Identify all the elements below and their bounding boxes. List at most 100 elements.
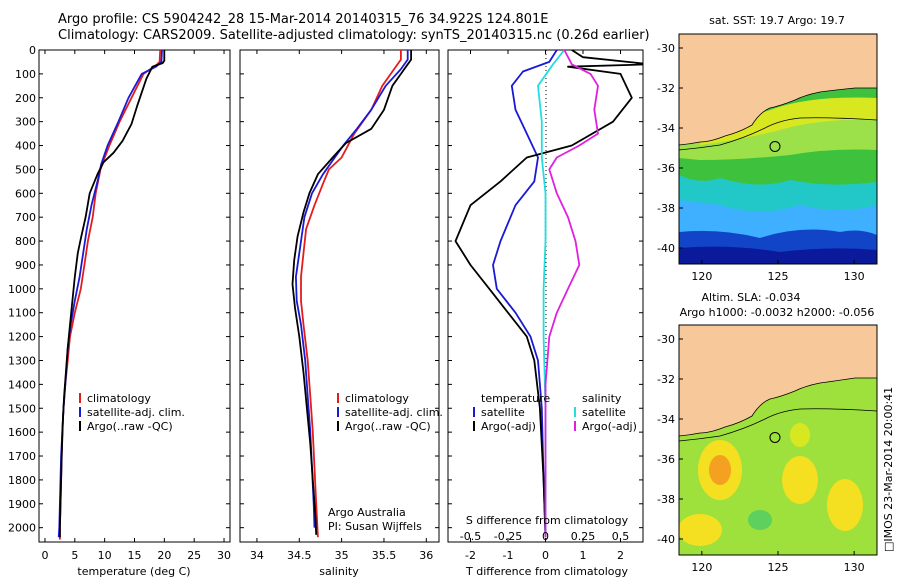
salinity-legend: climatology satellite-adj. clim. Argo(..… (337, 392, 443, 433)
sla-map-title-line1: Altim. SLA: -0.034 (701, 291, 800, 304)
diff-line-s-argo-adj (544, 50, 599, 538)
s-tick-label: -0.25 (494, 530, 522, 543)
imos-timestamp: □IMOS 23-Mar-2014 20:00:41 (882, 387, 895, 552)
sst-isobath (679, 117, 877, 151)
x-tick-label: 10 (98, 549, 112, 562)
sla-map (679, 325, 877, 555)
map-y-tick-label: -32 (657, 82, 675, 95)
s-tick-label: 0.25 (571, 530, 596, 543)
sal-series-group (291, 50, 413, 538)
y-tick-label: 600 (15, 187, 36, 200)
y-tick-label: 1300 (8, 354, 36, 367)
temp-series-group (57, 50, 166, 540)
salinity-axes (239, 49, 440, 543)
sla-map-title-line2: Argo h1000: -0.0032 h2000: -0.056 (680, 306, 875, 319)
y-tick-label: 1500 (8, 402, 36, 415)
legend-label-argo: Argo(..raw -QC) (87, 420, 173, 433)
sla-anomaly-blob (709, 455, 731, 485)
sst-land (679, 34, 877, 145)
temperature-axes (38, 49, 231, 543)
x-tick-label: 0 (41, 549, 48, 562)
s-tick-label: 0.5 (612, 530, 630, 543)
x-tick-label: 34 (250, 549, 264, 562)
map-y-tick-label: -32 (657, 373, 675, 386)
map-y-tick-label: -30 (657, 333, 675, 346)
sla-anomaly-blob (782, 456, 818, 504)
diff-line-t-satellite (492, 50, 558, 538)
map-y-tick-label: -34 (657, 122, 675, 135)
sla-anomaly-blob (827, 479, 863, 531)
sal-line-argo-raw-qc (291, 50, 413, 535)
figure-title-line2: Climatology: CARS2009. Satellite-adjuste… (58, 28, 650, 43)
y-tick-label: 500 (15, 163, 36, 176)
y-tick-label: 700 (15, 211, 36, 224)
legend-title-temperature: temperature (481, 392, 550, 405)
x-tick-label: 35.5 (372, 549, 397, 562)
legend-label-satellite: satellite-adj. clim. (87, 406, 185, 419)
sst-map-title: sat. SST: 19.7 Argo: 19.7 (709, 14, 845, 27)
sst-coldest-band (679, 246, 877, 264)
sst-warm-patch (700, 97, 877, 145)
x-tick-label: 0 (542, 549, 549, 562)
sla-anomaly-blob (679, 514, 722, 546)
sla-land (679, 325, 877, 436)
legend-label-t-argo: Argo(-adj) (481, 420, 536, 433)
y-tick-label: 1000 (8, 283, 36, 296)
y-tick-label: 1100 (8, 307, 36, 320)
sla-coastline (679, 377, 877, 437)
map-y-tick-label: -30 (657, 42, 675, 55)
legend-label-satellite: satellite-adj. clim. (345, 406, 443, 419)
temperature-xlabel: temperature (deg C) (77, 565, 190, 578)
temperature-legend: climatology satellite-adj. clim. Argo(..… (79, 392, 185, 433)
x-tick-label: 30 (217, 549, 231, 562)
y-tick-label: 900 (15, 259, 36, 272)
map-x-tick-label: 125 (768, 270, 789, 283)
x-tick-label: 15 (128, 549, 142, 562)
legend-label-s-argo: Argo(-adj) (582, 420, 637, 433)
difference-legend-salinity: salinity satellite Argo(-adj) (574, 392, 637, 433)
x-tick-label: -2 (465, 549, 476, 562)
y-tick-label: 100 (15, 68, 36, 81)
y-tick-label: 1400 (8, 378, 36, 391)
sst-map (679, 34, 877, 264)
x-tick-label: 20 (157, 549, 171, 562)
y-tick-label: 800 (15, 235, 36, 248)
map-y-tick-label: -38 (657, 202, 675, 215)
temp-line-argo-raw-qc (59, 50, 166, 538)
sla-float-marker (769, 431, 781, 443)
sst-coastline (679, 87, 877, 146)
map-y-tick-label: -38 (657, 493, 675, 506)
y-tick-label: 1900 (8, 498, 36, 511)
y-tick-label: 1800 (8, 474, 36, 487)
legend-label-argo: Argo(..raw -QC) (345, 420, 431, 433)
map-x-tick-label: 130 (844, 270, 865, 283)
s-tick-label: -0.5 (460, 530, 481, 543)
legend-label-climatology: climatology (345, 392, 409, 405)
salinity-xlabel: salinity (319, 565, 359, 578)
legend-label-climatology: climatology (87, 392, 151, 405)
map-y-tick-label: -34 (657, 413, 675, 426)
legend-label-t-satellite: satellite (481, 406, 525, 419)
x-tick-label: -1 (503, 549, 514, 562)
x-tick-label: 25 (187, 549, 201, 562)
x-tick-label: 2 (617, 549, 624, 562)
sst-float-marker (769, 140, 781, 152)
map-x-tick-label: 120 (691, 561, 712, 574)
legend-title-salinity: salinity (582, 392, 622, 405)
difference-xlabel: T difference from climatology (465, 565, 628, 578)
figure-title-line1: Argo profile: CS 5904242_28 15-Mar-2014 … (58, 12, 549, 27)
salinity-annotation-line1: Argo Australia (328, 506, 406, 519)
map-x-tick-label: 120 (691, 270, 712, 283)
y-tick-label: 2000 (8, 522, 36, 535)
sal-line-climatology (300, 50, 402, 538)
map-y-tick-label: -36 (657, 162, 675, 175)
x-tick-label: 34.5 (287, 549, 312, 562)
y-tick-label: 300 (15, 116, 36, 129)
sla-anomaly-blob (790, 423, 810, 447)
difference-xlabel-top: S difference from climatology (466, 514, 629, 527)
y-tick-label: 200 (15, 92, 36, 105)
difference-legend-temperature: temperature satellite Argo(-adj) (473, 392, 550, 433)
diff-line-t-argo-adj (454, 50, 643, 538)
y-tick-label: 0 (29, 44, 36, 57)
